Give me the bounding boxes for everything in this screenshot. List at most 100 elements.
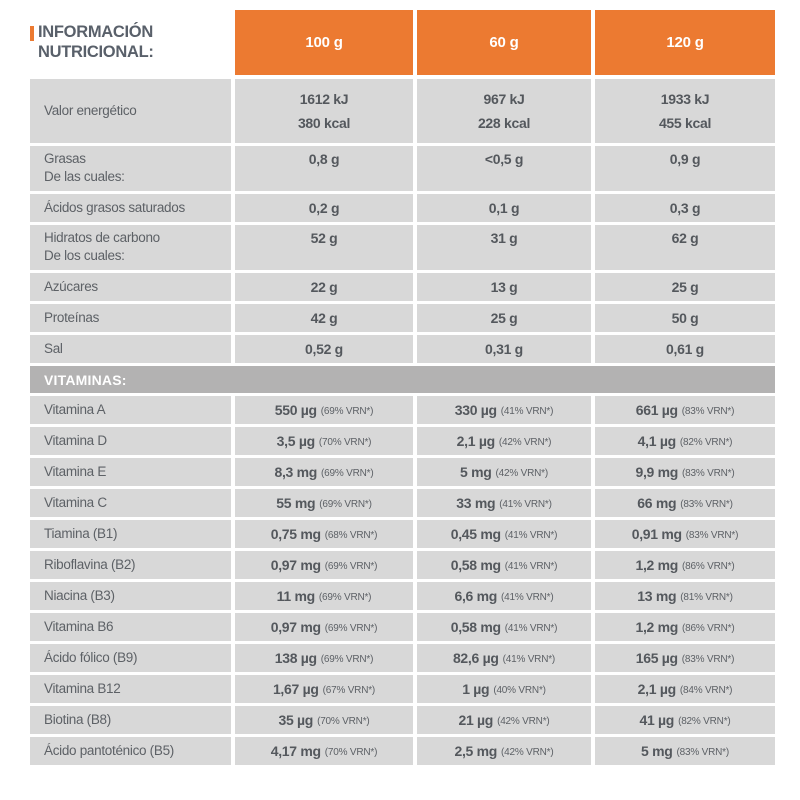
value-cell: 165 µg (83% VRN*)	[595, 644, 775, 672]
value-cell: 0,9 g	[595, 146, 775, 191]
amount-value: 138 µg	[274, 650, 317, 666]
amount-value: 62 g	[671, 230, 699, 246]
value-cell: 138 µg (69% VRN*)	[235, 644, 413, 672]
nutrient-label: Niacina (B3)	[44, 588, 115, 604]
table-row: Ácido pantoténico (B5) 4,17 mg (70% VRN*) 2…	[30, 737, 775, 765]
value-cell: 41 µg (82% VRN*)	[595, 706, 775, 734]
vrn-percentage: (69% VRN*)	[320, 653, 374, 665]
vrn-percentage: (84% VRN*)	[679, 684, 733, 696]
value-cell: 0,91 mg (83% VRN*)	[595, 520, 775, 548]
section-header-vitaminas: VITAMINAS:	[30, 366, 775, 393]
nutrient-label: Azúcares	[44, 279, 98, 295]
vrn-percentage: (70% VRN*)	[317, 715, 370, 727]
table-row: Ácidos grasos saturados 0,2 g 0,1 g 0,3 g	[30, 194, 775, 222]
vrn-percentage: (83% VRN*)	[681, 405, 735, 417]
amount-value: 550 µg	[274, 402, 317, 418]
amount-value: 2,1 µg	[456, 433, 495, 449]
value-cell: 0,52 g	[235, 335, 413, 363]
nutrient-label-cell: Hidratos de carbono De los cuales:	[30, 225, 231, 270]
amount-value: 6,6 mg	[454, 588, 498, 604]
value-cell: 1933 kJ 455 kcal	[595, 79, 775, 143]
amount-kcal: 228 kcal	[477, 115, 531, 131]
vrn-percentage: (41% VRN*)	[501, 591, 554, 603]
nutrient-label-cell: Ácido pantoténico (B5)	[30, 737, 231, 765]
amount-value: 3,5 µg	[276, 433, 315, 449]
value-cell: 1 µg (40% VRN*)	[417, 675, 591, 703]
amount-value: 0,91 mg	[631, 526, 682, 542]
vrn-percentage: (69% VRN*)	[320, 405, 374, 417]
nutrient-label: Riboflavina (B2)	[44, 557, 136, 573]
vrn-percentage: (82% VRN*)	[679, 436, 733, 448]
vrn-percentage: (41% VRN*)	[504, 622, 558, 634]
amount-value: 5 mg	[641, 743, 673, 759]
column-header-100g: 100 g	[235, 10, 413, 75]
amount-value: 0,1 g	[488, 200, 520, 216]
table-row: Vitamina D 3,5 µg (70% VRN*) 2,1 µg (42% VRN…	[30, 427, 775, 455]
vrn-percentage: (41% VRN*)	[499, 498, 552, 510]
value-cell: 0,58 mg (41% VRN*)	[417, 613, 591, 641]
amount-value: 0,97 mg	[270, 557, 321, 573]
value-cell: 13 g	[417, 273, 591, 301]
value-cell: 42 g	[235, 304, 413, 332]
nutrient-label: Vitamina B12	[44, 681, 121, 697]
vrn-percentage: (70% VRN*)	[324, 746, 378, 758]
value-cell: 0,75 mg (68% VRN*)	[235, 520, 413, 548]
value-cell: 3,5 µg (70% VRN*)	[235, 427, 413, 455]
vrn-percentage: (83% VRN*)	[685, 529, 739, 541]
amount-value: 2,1 µg	[637, 681, 676, 697]
nutrient-label-cell: Riboflavina (B2)	[30, 551, 231, 579]
amount-value: 330 µg	[454, 402, 497, 418]
nutrient-sublabel: De los cuales:	[44, 247, 125, 263]
value-cell: <0,5 g	[417, 146, 591, 191]
nutrient-sublabel: De las cuales:	[44, 168, 125, 184]
value-cell: 0,58 mg (41% VRN*)	[417, 551, 591, 579]
nutrient-label-cell: Azúcares	[30, 273, 231, 301]
table-row: Riboflavina (B2) 0,97 mg (69% VRN*) 0,58 mg…	[30, 551, 775, 579]
amount-value: 41 µg	[639, 712, 675, 728]
vrn-percentage: (86% VRN*)	[682, 560, 735, 572]
amount-value: 0,97 mg	[270, 619, 321, 635]
amount-value: <0,5 g	[484, 151, 524, 167]
amount-value: 33 mg	[456, 495, 496, 511]
table-row: Vitamina B6 0,97 mg (69% VRN*) 0,58 mg (41% …	[30, 613, 775, 641]
nutrient-label-cell: Niacina (B3)	[30, 582, 231, 610]
nutrient-label: Ácidos grasos saturados	[44, 200, 185, 216]
nutrient-label: Hidratos de carbono	[44, 230, 160, 245]
value-cell: 330 µg (41% VRN*)	[417, 396, 591, 424]
value-cell: 0,45 mg (41% VRN*)	[417, 520, 591, 548]
amount-kcal: 380 kcal	[297, 115, 351, 131]
amount-value: 8,3 mg	[274, 464, 318, 480]
amount-value: 0,3 g	[669, 200, 701, 216]
value-cell: 4,1 µg (82% VRN*)	[595, 427, 775, 455]
table-row: Azúcares 22 g 13 g 25 g	[30, 273, 775, 301]
amount-value: 66 mg	[637, 495, 677, 511]
amount-value: 55 mg	[276, 495, 316, 511]
value-cell: 1,67 µg (67% VRN*)	[235, 675, 413, 703]
amount-value: 25 g	[671, 279, 699, 295]
amount-value: 0,58 mg	[450, 619, 501, 635]
value-cell: 550 µg (69% VRN*)	[235, 396, 413, 424]
value-cell: 0,8 g	[235, 146, 413, 191]
nutrient-label: Ácido fólico (B9)	[44, 650, 138, 666]
nutrient-label-cell: Grasas De las cuales:	[30, 146, 231, 191]
nutrient-label-cell: Vitamina A	[30, 396, 231, 424]
amount-value: 82,6 µg	[452, 650, 499, 666]
nutrient-label: Sal	[44, 341, 63, 357]
nutrient-label: Vitamina C	[44, 495, 107, 511]
value-cell: 8,3 mg (69% VRN*)	[235, 458, 413, 486]
amount-value: 52 g	[310, 230, 338, 246]
vrn-percentage: (42% VRN*)	[498, 436, 552, 448]
amount-value: 0,61 g	[666, 341, 704, 357]
vrn-percentage: (42% VRN*)	[495, 467, 549, 479]
value-cell: 5 mg (83% VRN*)	[595, 737, 775, 765]
amount-value: 1,67 µg	[272, 681, 319, 697]
value-cell: 2,1 µg (84% VRN*)	[595, 675, 775, 703]
table-row: Proteínas 42 g 25 g 50 g	[30, 304, 775, 332]
value-cell: 22 g	[235, 273, 413, 301]
column-header-60g: 60 g	[417, 10, 591, 75]
nutrient-label-cell: Ácido fólico (B9)	[30, 644, 231, 672]
table-row: Hidratos de carbono De los cuales: 52 g 31 …	[30, 225, 775, 270]
value-cell: 21 µg (42% VRN*)	[417, 706, 591, 734]
vrn-percentage: (69% VRN*)	[324, 622, 378, 634]
value-cell: 2,5 mg (42% VRN*)	[417, 737, 591, 765]
